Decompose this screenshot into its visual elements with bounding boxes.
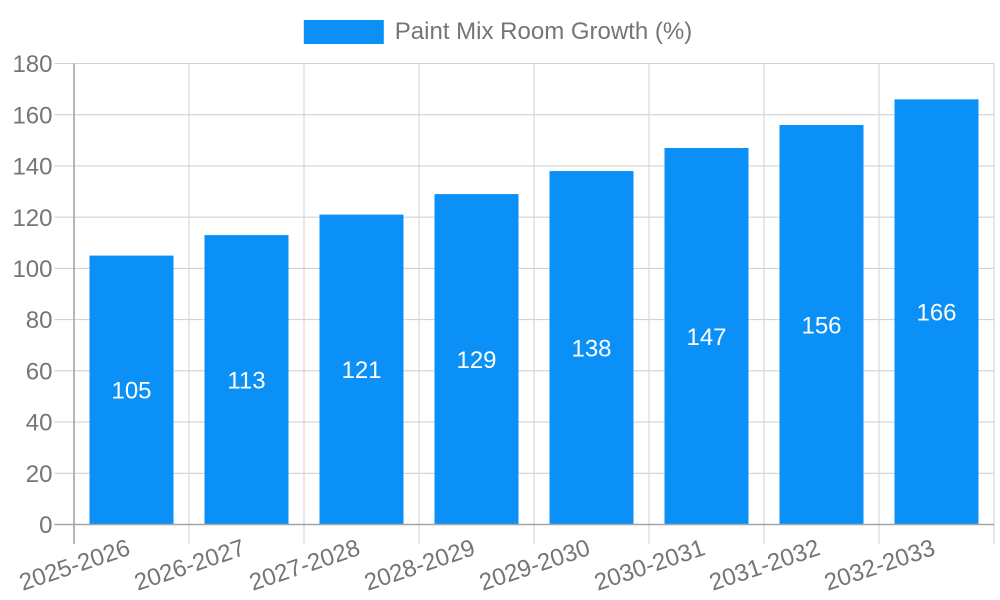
bar[interactable] [664,148,749,525]
y-tick-label: 160 [12,102,52,129]
x-tick-label: 2026-2027 [131,534,248,596]
bar-value-label: 113 [227,367,265,394]
chart-legend[interactable]: Paint Mix Room Growth (%) [303,18,692,45]
x-tick-label: 2027-2028 [246,534,363,596]
bar-value-label: 129 [456,347,496,374]
y-tick-label: 0 [39,512,52,539]
y-tick-label: 40 [26,410,53,437]
bar[interactable] [779,124,864,525]
y-tick-label: 20 [26,461,53,488]
bar-value-label: 147 [686,324,726,351]
bar[interactable] [549,171,634,525]
bar-value-label: 121 [341,357,381,384]
bar[interactable] [434,194,519,525]
y-tick-label: 80 [26,307,53,334]
bar[interactable] [89,255,174,525]
legend-swatch[interactable] [303,20,384,44]
y-tick-label: 60 [26,358,53,385]
bar-value-label: 156 [801,312,841,339]
x-tick-label: 2032-2033 [821,534,938,596]
bar-value-label: 105 [111,378,151,405]
y-tick-label: 100 [12,256,52,283]
bar[interactable] [204,235,289,525]
bar-value-label: 166 [916,300,956,327]
bar[interactable] [319,214,404,525]
x-tick-label: 2029-2030 [476,534,593,596]
x-tick-label: 2028-2029 [361,534,478,596]
legend-label[interactable]: Paint Mix Room Growth (%) [395,18,692,45]
bar[interactable] [894,99,979,525]
bar-value-label: 138 [571,335,611,362]
x-tick-label: 2031-2032 [706,534,823,596]
y-tick-label: 140 [12,154,52,181]
y-tick-label: 120 [12,205,52,232]
x-tick-label: 2030-2031 [591,534,708,596]
y-tick-label: 180 [12,51,52,78]
